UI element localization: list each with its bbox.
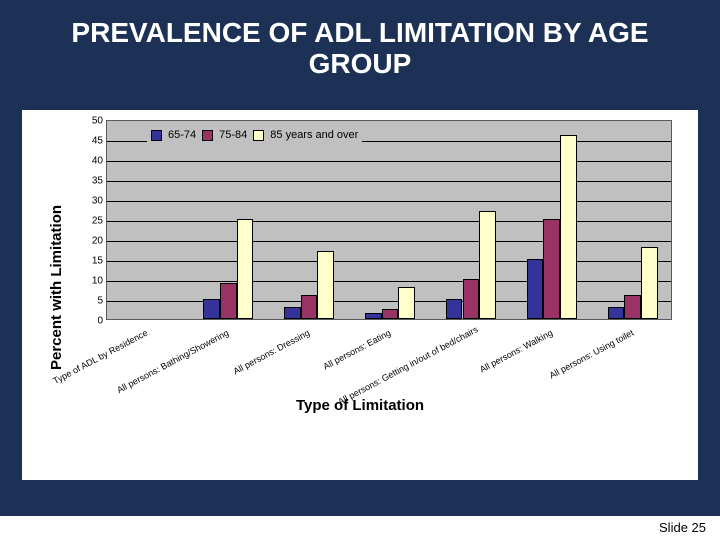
bar: [301, 295, 318, 319]
bar: [608, 307, 625, 319]
bar: [317, 251, 334, 319]
gridline: [107, 261, 671, 262]
y-tick: 20: [92, 236, 103, 247]
y-tick: 30: [92, 196, 103, 207]
bar: [479, 211, 496, 319]
category-label: All persons: Eating: [255, 328, 392, 407]
gridline: [107, 161, 671, 162]
bar: [237, 219, 254, 319]
gridline: [107, 201, 671, 202]
y-tick: 0: [97, 316, 103, 327]
y-tick: 45: [92, 136, 103, 147]
bar: [641, 247, 658, 319]
slide-footer: Slide 25: [0, 516, 720, 540]
slide-title: PREVALENCE OF ADL LIMITATION BY AGE GROU…: [0, 0, 720, 90]
y-tick: 15: [92, 256, 103, 267]
chart-area: 65-74 75-84 85 years and over 0510152025…: [106, 120, 672, 320]
bar: [284, 307, 301, 319]
gridline: [107, 281, 671, 282]
category-label: All persons: Dressing: [174, 328, 311, 407]
category-label: All persons: Getting in/out of bed/chair…: [336, 328, 473, 407]
bar: [203, 299, 220, 319]
category-label: Type of ADL by Residence: [13, 328, 150, 407]
bar: [220, 283, 237, 319]
bar: [365, 313, 382, 319]
bar: [560, 135, 577, 319]
chart-panel: Percent with Limitation 65-74 75-84 85 y…: [22, 110, 698, 480]
plot-area: 65-74 75-84 85 years and over 0510152025…: [106, 120, 672, 320]
gridline: [107, 221, 671, 222]
y-tick: 10: [92, 276, 103, 287]
y-tick: 35: [92, 176, 103, 187]
bar: [382, 309, 399, 319]
legend-swatch-2: [253, 130, 264, 141]
y-tick: 40: [92, 156, 103, 167]
legend-swatch-0: [151, 130, 162, 141]
category-label: All persons: Using toilet: [498, 328, 635, 407]
legend-label-0: 65-74: [168, 129, 196, 141]
x-axis-label: Type of Limitation: [22, 397, 698, 414]
bar: [543, 219, 560, 319]
gridline: [107, 301, 671, 302]
y-tick: 25: [92, 216, 103, 227]
y-tick: 5: [97, 296, 103, 307]
bar: [527, 259, 544, 319]
bar: [463, 279, 480, 319]
bar: [398, 287, 415, 319]
y-axis-label: Percent with Limitation: [48, 205, 65, 370]
bar: [446, 299, 463, 319]
slide: PREVALENCE OF ADL LIMITATION BY AGE GROU…: [0, 0, 720, 540]
y-tick: 50: [92, 116, 103, 127]
legend-label-1: 75-84: [219, 129, 247, 141]
category-label: All persons: Bathing/Showering: [94, 328, 231, 407]
legend: 65-74 75-84 85 years and over: [147, 127, 362, 143]
legend-swatch-1: [202, 130, 213, 141]
gridline: [107, 181, 671, 182]
legend-label-2: 85 years and over: [270, 129, 358, 141]
category-label: All persons: Walking: [417, 328, 554, 407]
bar: [624, 295, 641, 319]
gridline: [107, 241, 671, 242]
